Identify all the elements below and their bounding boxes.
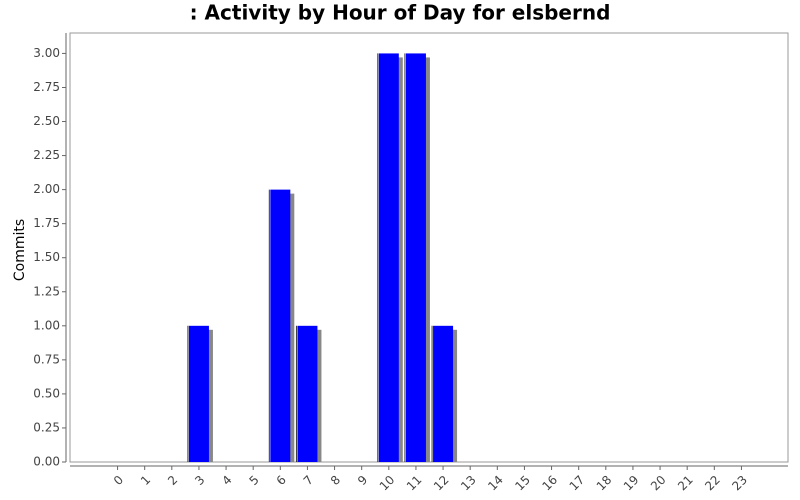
y-tick-label: 2.25 <box>33 148 60 162</box>
y-tick-label: 1.50 <box>33 250 60 264</box>
x-tick-label: 11 <box>404 473 425 494</box>
x-tick-label: 13 <box>458 473 479 494</box>
x-tick-label: 16 <box>539 473 560 494</box>
x-tick-label: 7 <box>301 473 316 488</box>
x-tick-label: 18 <box>594 473 615 494</box>
x-tick-label: 9 <box>355 473 370 488</box>
x-tick-label: 20 <box>648 473 669 494</box>
y-tick-label: 2.00 <box>33 182 60 196</box>
x-tick-label: 6 <box>274 473 289 488</box>
y-tick-label: 2.50 <box>33 114 60 128</box>
x-tick-label: 2 <box>165 473 180 488</box>
bar <box>433 325 454 462</box>
x-tick-label: 8 <box>328 473 343 488</box>
x-tick-label: 23 <box>729 473 750 494</box>
x-tick-label: 4 <box>219 473 234 488</box>
bar <box>297 325 318 462</box>
y-tick-label: 0.00 <box>33 455 60 469</box>
y-tick-label: 1.75 <box>33 216 60 230</box>
bar <box>378 53 399 463</box>
bar <box>188 325 209 462</box>
y-tick-label: 2.75 <box>33 80 60 94</box>
x-tick-label: 3 <box>192 473 207 488</box>
x-tick-label: 0 <box>111 473 126 488</box>
bar <box>270 189 291 462</box>
x-tick-label: 17 <box>567 473 588 494</box>
chart-title: : Activity by Hour of Day for elsbernd <box>190 1 611 25</box>
x-tick-label: 21 <box>675 473 696 494</box>
y-tick-label: 0.75 <box>33 352 60 366</box>
y-tick-label: 0.25 <box>33 420 60 434</box>
y-tick-label: 1.00 <box>33 318 60 332</box>
x-tick-label: 19 <box>621 473 642 494</box>
y-axis-label: Commits <box>12 219 28 281</box>
x-tick-label: 12 <box>431 473 452 494</box>
y-tick-label: 3.00 <box>33 46 60 60</box>
bar <box>405 53 426 463</box>
y-tick-label: 0.50 <box>33 386 60 400</box>
y-tick-label: 1.25 <box>33 284 60 298</box>
x-tick-label: 22 <box>702 473 723 494</box>
x-tick-label: 15 <box>512 473 533 494</box>
x-tick-label: 5 <box>246 473 261 488</box>
x-tick-label: 1 <box>138 473 153 488</box>
x-tick-label: 14 <box>485 473 506 494</box>
x-tick-label: 10 <box>377 473 398 494</box>
